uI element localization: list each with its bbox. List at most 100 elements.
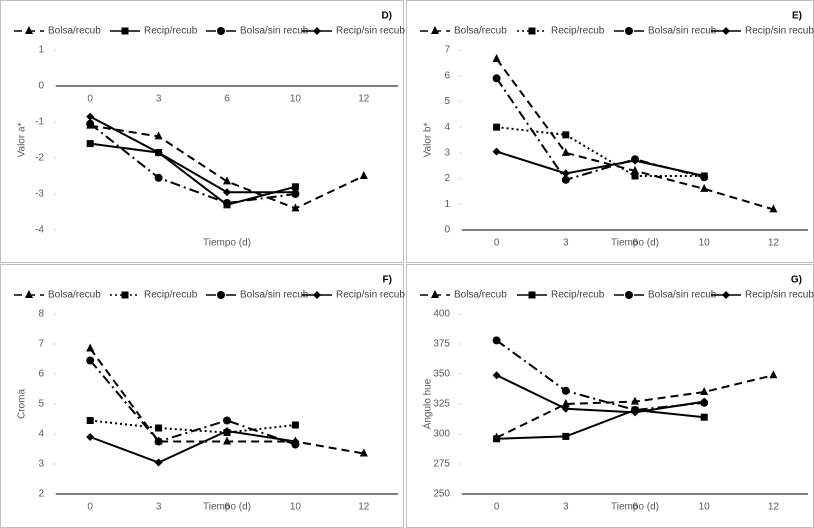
y-tick-label: 5 (38, 399, 44, 410)
marker (700, 397, 709, 406)
marker (359, 448, 368, 457)
marker (86, 119, 95, 128)
marker (700, 413, 708, 421)
series-line (90, 142, 296, 206)
marker (493, 435, 501, 443)
marker (492, 147, 501, 156)
marker (291, 421, 299, 429)
marker (86, 343, 95, 352)
legend-label: Recip/sin recub (745, 290, 814, 301)
marker (561, 399, 570, 407)
series-line (89, 115, 296, 194)
y-tick-label: -1 (35, 117, 44, 128)
y-tick-label: 250 (433, 489, 450, 500)
x-tick-label: 6 (224, 502, 230, 513)
chart-panel: D) Bolsa/recub Recip/recub Bolsa/sin recub R… (14, 11, 405, 249)
x-tick-label: 6 (632, 238, 638, 249)
y-axis-title: Croma (17, 389, 28, 419)
marker (625, 27, 633, 35)
x-tick-label: 6 (224, 94, 230, 105)
panel-frame (0, 264, 404, 528)
marker (631, 396, 639, 405)
chart-panel: F) Bolsa/recub Recip/recub Bolsa/sin recub R… (14, 275, 405, 513)
x-tick-label: 10 (290, 94, 302, 105)
marker (86, 140, 94, 148)
marker (154, 173, 163, 182)
legend-label: Recip/sin recub (745, 26, 814, 37)
marker (121, 27, 129, 35)
y-tick-label: 4 (38, 429, 44, 440)
x-tick-label: 0 (87, 94, 93, 105)
series-line (495, 77, 705, 182)
y-tick-label: 375 (433, 339, 450, 350)
marker (561, 404, 570, 413)
legend-label: Bolsa/recub (454, 290, 507, 301)
legend-label: Recip/recub (144, 290, 198, 301)
marker (492, 54, 501, 62)
x-tick-label: 0 (494, 238, 500, 249)
y-tick-label: 0 (444, 225, 450, 236)
marker (722, 291, 730, 299)
marker (155, 424, 163, 432)
marker (25, 290, 33, 298)
series-line (496, 150, 705, 177)
marker (700, 183, 709, 192)
x-tick-label: 12 (358, 94, 370, 105)
chart-panel: E) Bolsa/recub Recip/recub Bolsa/sin recub R… (420, 11, 814, 249)
panel-frame (406, 264, 814, 528)
marker (769, 370, 778, 379)
x-tick-label: 12 (358, 502, 370, 513)
y-tick-label: 1 (444, 199, 450, 210)
marker (561, 175, 570, 184)
y-tick-label: 2 (444, 173, 450, 184)
marker (562, 131, 570, 139)
y-tick-label: -4 (35, 225, 44, 236)
marker (154, 458, 163, 467)
panel-label: F) (383, 275, 392, 286)
marker (154, 437, 163, 446)
x-axis-title: Tiempo (d) (611, 502, 659, 513)
legend-label: Bolsa/sin recub (240, 26, 309, 37)
marker (431, 290, 439, 298)
x-tick-label: 3 (156, 94, 162, 105)
marker (631, 172, 639, 180)
legend-label: Bolsa/recub (48, 290, 101, 301)
legend-label: Bolsa/sin recub (648, 290, 717, 301)
y-tick-label: 2 (38, 489, 44, 500)
marker (528, 27, 536, 35)
y-tick-label: 6 (444, 70, 450, 81)
legend-label: Bolsa/recub (48, 26, 101, 37)
y-tick-label: 400 (433, 309, 450, 320)
marker (223, 427, 231, 435)
marker (561, 386, 570, 395)
marker (492, 74, 501, 83)
marker (223, 199, 231, 207)
marker (291, 183, 299, 191)
series-line (90, 124, 365, 210)
series-line (89, 123, 296, 205)
marker (25, 26, 33, 34)
marker (86, 433, 95, 441)
panel-label: E) (792, 11, 802, 22)
panel-label: D) (381, 11, 392, 22)
marker (86, 417, 94, 424)
x-axis-title: Tiempo (d) (203, 238, 251, 249)
x-tick-label: 6 (632, 502, 638, 513)
marker (217, 291, 225, 299)
y-tick-label: 8 (38, 309, 44, 320)
y-tick-label: 325 (433, 399, 450, 410)
series-line (496, 408, 705, 440)
marker (86, 356, 95, 365)
y-axis-title: Ángulo hue (421, 378, 434, 429)
series-line (89, 359, 296, 446)
marker (313, 291, 321, 299)
y-tick-label: 350 (433, 369, 450, 380)
y-tick-label: 3 (38, 459, 44, 470)
marker (492, 371, 501, 380)
legend-label: Recip/sin recub (336, 26, 405, 37)
marker (625, 291, 633, 299)
marker (291, 437, 300, 446)
y-tick-label: 1 (38, 45, 44, 56)
series-line (89, 429, 296, 464)
marker (722, 27, 730, 35)
